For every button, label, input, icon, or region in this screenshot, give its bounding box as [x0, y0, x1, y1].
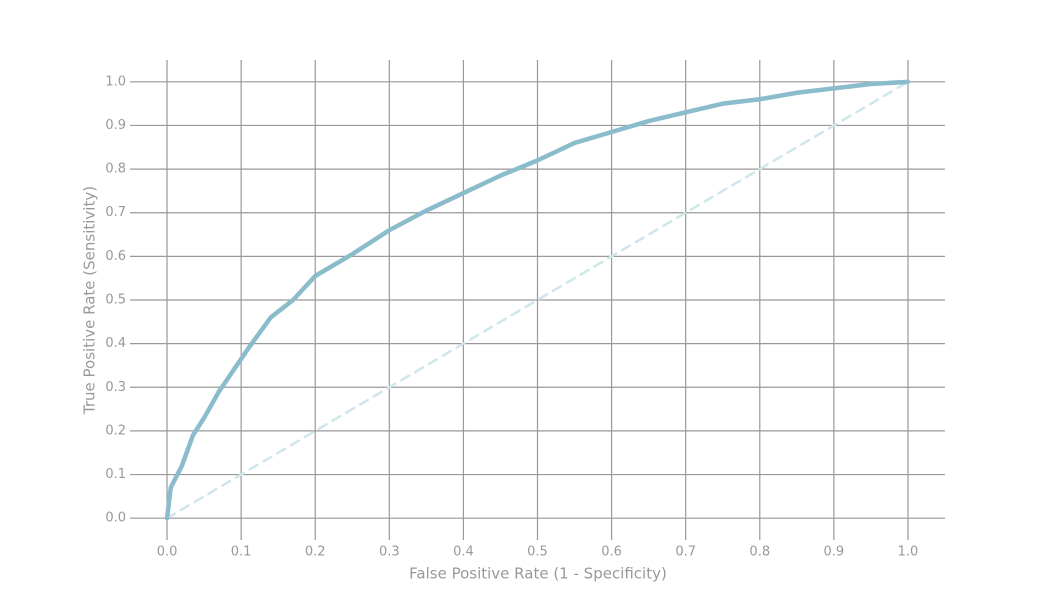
x-axis-label: False Positive Rate (1 - Specificity) — [409, 565, 667, 583]
y-tick-label: 0.2 — [105, 423, 126, 438]
x-tick-label: 0.8 — [749, 545, 770, 560]
line-series — [165, 80, 910, 520]
y-tick-label: 0.9 — [105, 118, 126, 133]
x-tick-label: 0.6 — [601, 545, 622, 560]
x-tick-label: 0.2 — [305, 545, 326, 560]
x-tick-label: 0.9 — [824, 545, 845, 560]
y-tick-label: 0.4 — [105, 336, 126, 351]
x-tick-label: 0.3 — [379, 545, 400, 560]
y-tick-label: 0.7 — [105, 205, 126, 220]
y-tick-label: 0.3 — [105, 380, 126, 395]
y-axis-label: True Positive Rate (Sensitivity) — [81, 186, 99, 415]
x-tick-label: 0.5 — [527, 545, 548, 560]
x-tick-label: 0.4 — [453, 545, 474, 560]
x-tick-label: 0.7 — [675, 545, 696, 560]
y-tick-label: 0.5 — [105, 293, 126, 308]
y-tick-label: 0.6 — [105, 249, 126, 264]
x-tick-label: 1.0 — [898, 545, 919, 560]
x-tick-label: 0.1 — [231, 545, 252, 560]
line-series — [164, 79, 911, 521]
y-tick-label: 0.1 — [105, 467, 126, 482]
y-tick-label: 0.8 — [105, 162, 126, 177]
x-tick-label: 0.0 — [157, 545, 178, 560]
y-tick-label: 0.0 — [105, 511, 126, 526]
y-tick-label: 1.0 — [105, 74, 126, 89]
